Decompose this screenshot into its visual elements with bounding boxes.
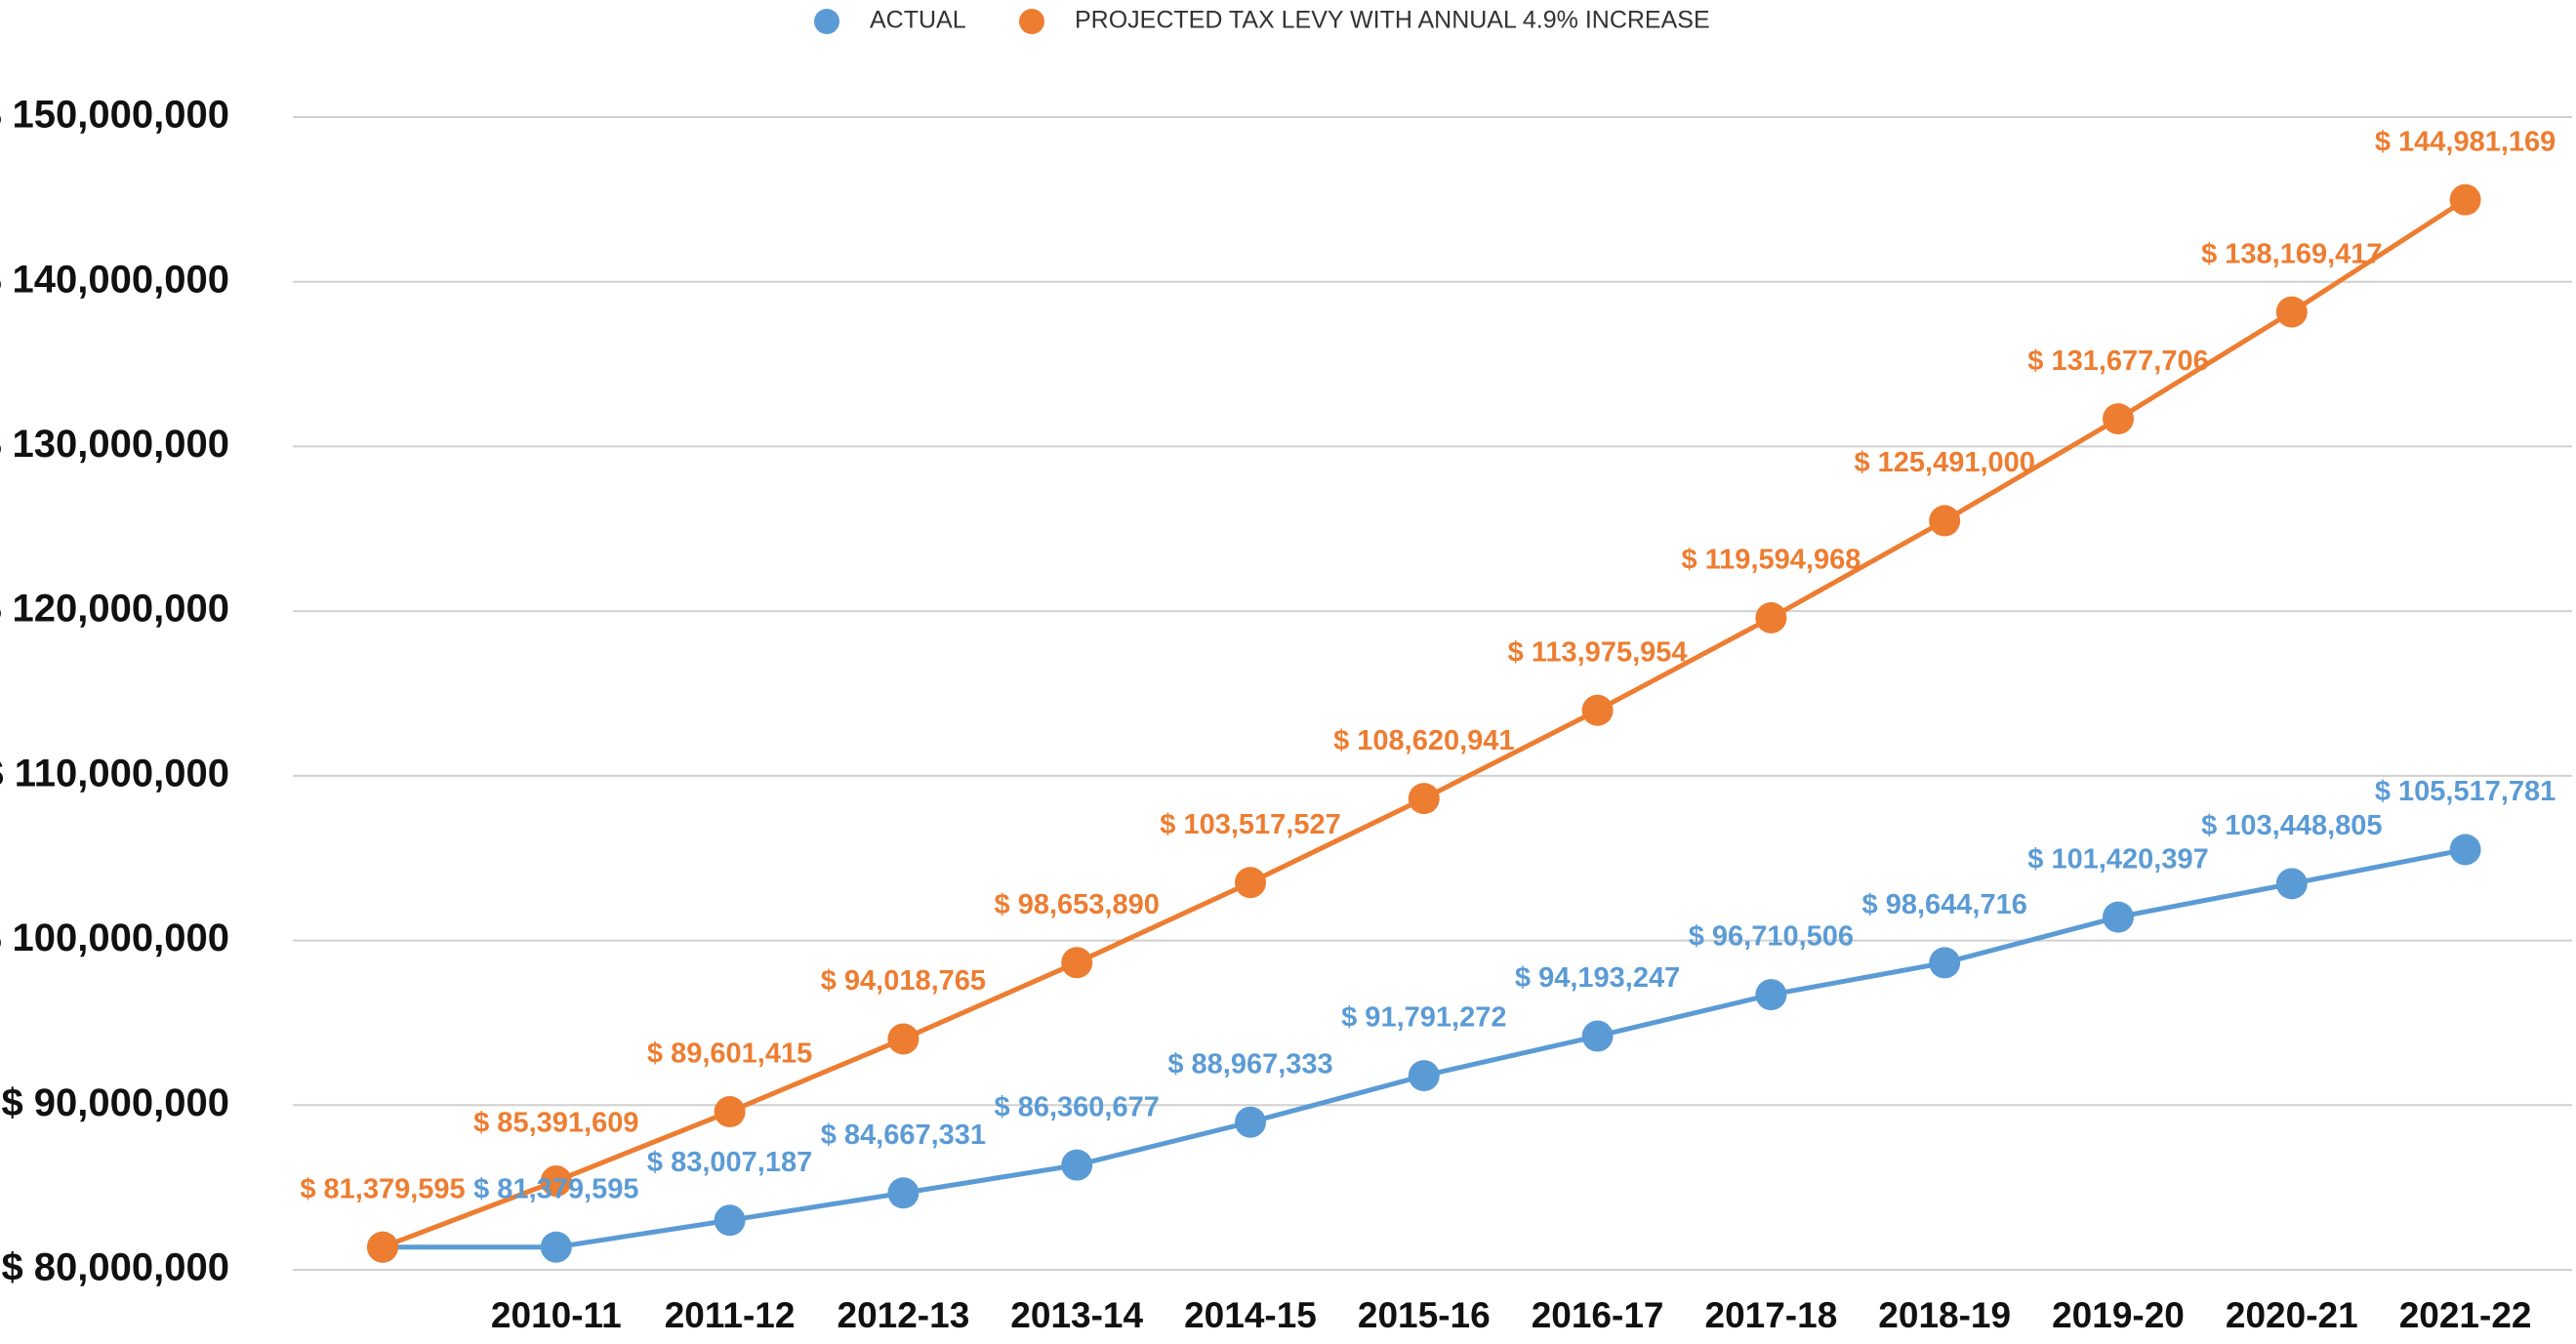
data-point	[1061, 947, 1093, 979]
data-label: $ 101,420,397	[2027, 843, 2208, 875]
data-point	[1581, 1020, 1614, 1052]
data-point	[1581, 694, 1614, 726]
x-tick-label: 2015-16	[1358, 1295, 1491, 1335]
y-tick-label: $ 130,000,000	[0, 423, 229, 466]
y-tick-label: $ 120,000,000	[0, 588, 229, 631]
data-point	[2449, 183, 2481, 216]
data-point	[1755, 601, 1787, 633]
data-label: $ 94,193,247	[1515, 962, 1680, 994]
data-point	[1235, 867, 1266, 899]
data-point	[2449, 834, 2481, 866]
data-label: $ 103,448,805	[2201, 810, 2382, 841]
data-point	[1929, 947, 1961, 979]
data-label: $ 84,667,331	[821, 1120, 986, 1151]
x-tick-label: 2018-19	[1878, 1295, 2011, 1335]
y-tick-label: $ 140,000,000	[0, 258, 229, 301]
data-label: $ 108,620,941	[1333, 725, 1514, 756]
data-point	[540, 1231, 572, 1263]
x-tick-label: 2011-12	[665, 1295, 796, 1335]
x-tick-label: 2014-15	[1184, 1295, 1317, 1335]
data-label: $ 85,391,609	[473, 1108, 638, 1139]
data-label: $ 81,379,595	[300, 1173, 465, 1204]
data-label: $ 98,644,716	[1862, 889, 2027, 920]
legend-label: ACTUAL	[870, 7, 966, 34]
data-point	[1755, 979, 1787, 1011]
x-tick-label: 2012-13	[838, 1295, 970, 1335]
data-point	[887, 1177, 920, 1209]
data-label: $ 103,517,527	[1160, 809, 1340, 840]
data-point	[2103, 901, 2134, 933]
x-tick-label: 2017-18	[1705, 1295, 1838, 1335]
data-point	[887, 1023, 920, 1055]
legend-label: PROJECTED TAX LEVY WITH ANNUAL 4.9% INCR…	[1075, 7, 1710, 34]
x-tick-label: 2010-11	[491, 1295, 622, 1335]
data-point	[2103, 403, 2134, 435]
y-tick-label: $ 150,000,000	[0, 94, 229, 137]
data-label: $ 113,975,954	[1508, 636, 1688, 668]
x-tick-label: 2019-20	[2052, 1295, 2185, 1335]
data-label: $ 131,677,706	[2027, 346, 2208, 377]
x-tick-label: 2013-14	[1010, 1295, 1143, 1335]
data-label: $ 144,981,169	[2375, 126, 2556, 157]
data-point	[1929, 505, 1961, 537]
data-point	[540, 1165, 572, 1198]
data-point	[1235, 1106, 1266, 1138]
data-label: $ 96,710,506	[1689, 921, 1854, 953]
data-point	[1408, 783, 1440, 815]
data-label: $ 89,601,415	[647, 1039, 812, 1070]
legend-marker	[814, 9, 839, 34]
data-point	[714, 1204, 746, 1237]
y-tick-label: $ 80,000,000	[1, 1246, 229, 1289]
x-tick-label: 2021-22	[2399, 1295, 2532, 1335]
data-point	[367, 1231, 398, 1263]
data-label: $ 81,379,595	[473, 1173, 638, 1204]
data-label: $ 105,517,781	[2375, 776, 2556, 807]
data-label: $ 138,169,417	[2201, 238, 2382, 269]
y-tick-label: $ 100,000,000	[0, 916, 229, 959]
y-tick-label: $ 110,000,000	[0, 752, 229, 794]
x-tick-label: 2016-17	[1532, 1295, 1664, 1335]
data-label: $ 119,594,968	[1681, 545, 1860, 576]
data-point	[2275, 868, 2308, 900]
data-label: $ 91,791,272	[1341, 1002, 1506, 1034]
data-point	[1408, 1060, 1440, 1092]
legend-marker	[1019, 9, 1044, 34]
data-label: $ 98,653,890	[995, 889, 1160, 920]
data-point	[2275, 296, 2308, 328]
data-label: $ 88,967,333	[1167, 1048, 1332, 1079]
data-label: $ 125,491,000	[1854, 447, 2034, 478]
data-label: $ 83,007,187	[647, 1147, 812, 1178]
data-point	[1061, 1149, 1093, 1181]
data-point	[714, 1096, 746, 1128]
y-tick-label: $ 90,000,000	[1, 1081, 229, 1124]
data-label: $ 94,018,765	[821, 965, 986, 997]
x-tick-label: 2020-21	[2226, 1295, 2358, 1335]
data-label: $ 86,360,677	[995, 1091, 1160, 1122]
